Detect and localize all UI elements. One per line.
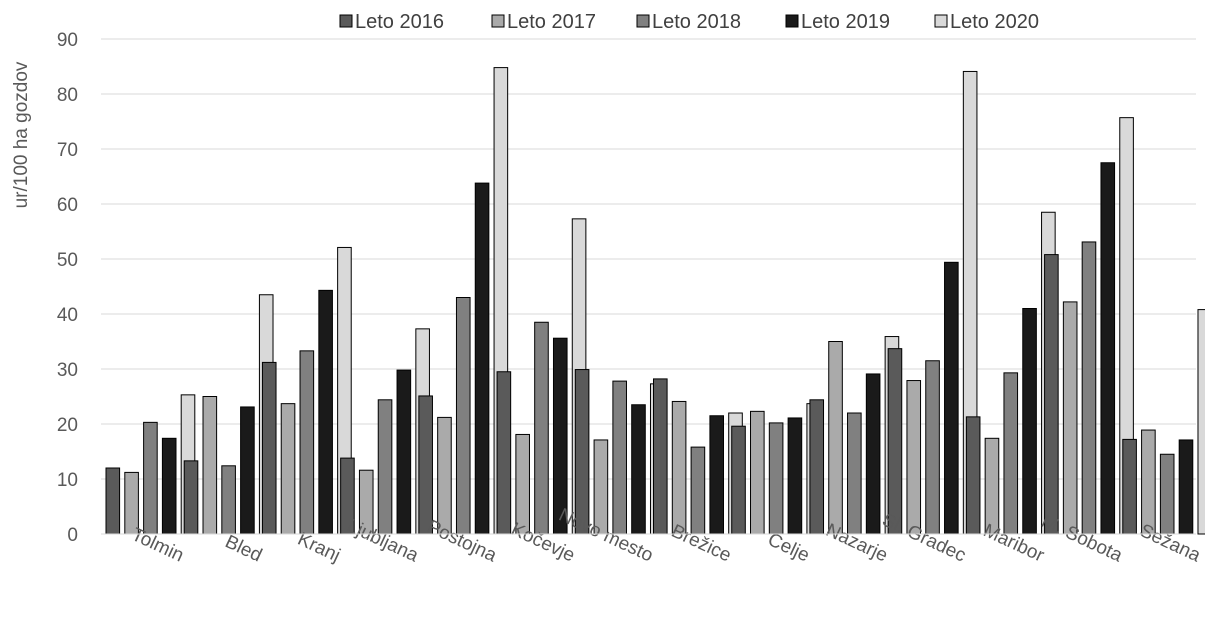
- bar: [143, 421, 158, 535]
- y-tick-label: 20: [57, 415, 78, 436]
- bar: [1141, 429, 1156, 535]
- y-tick-label: 30: [57, 360, 78, 381]
- bar: [847, 412, 862, 535]
- bar: [984, 437, 1000, 535]
- bar: [787, 417, 803, 535]
- bar: [280, 403, 296, 535]
- bar: [455, 297, 471, 535]
- bar: [318, 289, 333, 535]
- bar: [161, 437, 177, 535]
- legend-swatch: [785, 14, 799, 28]
- bar: [925, 360, 940, 535]
- legend-swatch: [934, 14, 948, 28]
- bar: [1100, 162, 1116, 535]
- y-tick-label: 90: [57, 30, 78, 51]
- bar: [631, 404, 646, 535]
- bar: [261, 361, 277, 535]
- bar: [709, 415, 725, 535]
- legend-label: Leto 2016: [355, 11, 444, 33]
- legend-label: Leto 2018: [652, 11, 741, 33]
- bar: [1197, 309, 1205, 535]
- bar: [887, 348, 903, 535]
- bar: [1022, 308, 1037, 535]
- legend-label: Leto 2020: [950, 11, 1039, 33]
- bar: [1178, 439, 1194, 535]
- y-tick-label: 10: [57, 470, 78, 491]
- y-axis-label: ur/100 ha gozdov: [11, 61, 32, 208]
- legend-swatch: [636, 14, 650, 28]
- bar: [944, 261, 959, 535]
- bar: [183, 460, 199, 535]
- legend: Leto 2016 Leto 2017 Leto 2018 Leto 2019 Leto…: [339, 11, 1039, 33]
- bar: [221, 465, 236, 535]
- y-tick-label: 40: [57, 305, 78, 326]
- bar: [865, 373, 881, 535]
- bar: [653, 378, 668, 535]
- bar: [474, 182, 490, 535]
- bar: [418, 395, 433, 535]
- bar: [828, 341, 843, 535]
- bar: [574, 369, 590, 535]
- x-tick-label: Bled: [222, 531, 265, 566]
- y-tick-label: 0: [67, 525, 78, 546]
- bar: [299, 350, 315, 535]
- bar: [731, 425, 746, 535]
- bar: [1044, 254, 1059, 535]
- y-tick-label: 80: [57, 85, 78, 106]
- bar: [496, 371, 512, 535]
- y-tick-label: 50: [57, 250, 78, 271]
- bars: [105, 67, 1205, 535]
- bar: [965, 416, 981, 535]
- legend-swatch: [339, 14, 353, 28]
- y-tick-label: 60: [57, 195, 78, 216]
- legend-label: Leto 2017: [507, 11, 596, 33]
- bar: [809, 399, 825, 535]
- bar: [396, 369, 412, 535]
- y-tick-label: 70: [57, 140, 78, 161]
- bar: [690, 446, 706, 535]
- bar: [534, 321, 549, 535]
- bar: [437, 416, 452, 535]
- bar: [1003, 372, 1019, 535]
- legend-label: Leto 2019: [801, 11, 890, 33]
- bar: [377, 399, 393, 535]
- bar: [1081, 241, 1097, 535]
- bar: [768, 422, 784, 535]
- bar: [1062, 301, 1078, 535]
- x-tick-label: Celje: [764, 529, 812, 566]
- bar: [240, 406, 255, 535]
- bar: [906, 380, 922, 535]
- bar: [612, 380, 627, 535]
- bar: [671, 400, 687, 535]
- bar: [750, 410, 765, 535]
- bar: [1159, 453, 1175, 535]
- bar: [105, 467, 121, 535]
- bar: [202, 396, 218, 535]
- legend-swatch: [491, 14, 505, 28]
- bar: [1122, 438, 1137, 535]
